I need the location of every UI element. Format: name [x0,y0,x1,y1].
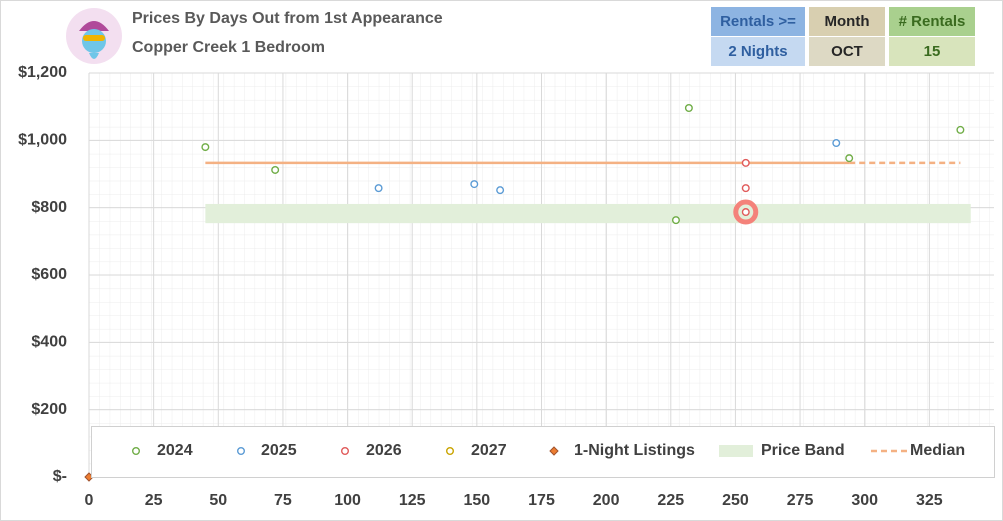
x-tick-label: 200 [593,492,620,509]
y-tick-label: $- [53,468,67,485]
marker [741,208,750,217]
x-tick-label: 75 [274,492,292,509]
x-tick-label: 250 [722,492,749,509]
subtitle: Copper Creek 1 Bedroom [132,39,325,56]
x-tick-label: 300 [851,492,878,509]
legend-label: 2025 [261,442,297,459]
x-tick-label: 225 [657,492,684,509]
title: Prices By Days Out from 1st Appearance [132,10,443,27]
legend-label: 2024 [157,442,193,459]
marker [832,139,841,148]
legend-marker [446,447,455,456]
marker [470,180,479,189]
marker [956,125,965,134]
x-tick-label: 325 [916,492,943,509]
x-tick-label: 25 [145,492,163,509]
marker [684,104,693,113]
y-tick-label: $1,200 [18,64,67,81]
marker [271,165,280,174]
marker [496,186,505,195]
filter-value: 15 [889,37,975,66]
x-tick-label: 150 [464,492,491,509]
marker [374,184,383,193]
legend-label: Median [910,442,965,459]
y-tick-label: $800 [31,199,67,216]
legend-marker [549,446,559,456]
legend-label: 2026 [366,442,402,459]
marker [671,216,680,225]
legend-marker [236,447,245,456]
filter-value: OCT [809,37,885,66]
x-tick-label: 50 [209,492,227,509]
marker [741,158,750,167]
filter-label: Month [809,7,885,36]
highlight-ring [733,199,759,225]
marker [845,154,854,163]
legend-swatch [719,445,753,457]
marker [741,184,750,193]
legend-marker [341,447,350,456]
filter-value: 2 Nights [711,37,805,66]
legend-label: 2027 [471,442,507,459]
y-tick-label: $1,000 [18,132,67,149]
y-tick-label: $600 [31,266,67,283]
y-tick-label: $200 [31,401,67,418]
logo [66,8,122,64]
filter-label: # Rentals [889,7,975,36]
x-tick-label: 275 [787,492,814,509]
legend-label: 1-Night Listings [574,442,695,459]
x-tick-label: 175 [528,492,555,509]
legend-label: Price Band [761,442,845,459]
x-tick-label: 0 [85,492,94,509]
y-tick-label: $400 [31,334,67,351]
legend-marker [131,447,140,456]
filter-label: Rentals >= [711,7,805,36]
price-band [205,203,971,224]
x-tick-label: 100 [334,492,361,509]
marker [201,143,210,152]
x-tick-label: 125 [399,492,426,509]
